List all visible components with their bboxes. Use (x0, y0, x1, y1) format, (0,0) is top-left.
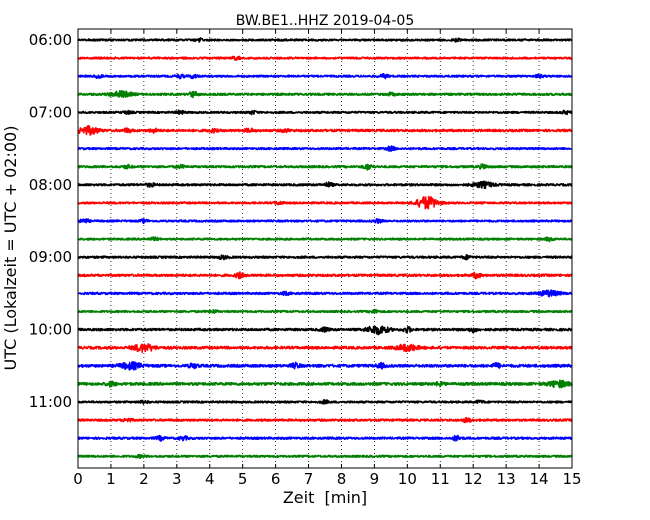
trace-line (77, 90, 573, 99)
x-axis-label: Zeit [min] (283, 488, 367, 507)
y-tick-label: 06:00 (29, 31, 72, 49)
y-tick-label: 07:00 (29, 103, 72, 121)
trace-line (77, 218, 573, 225)
y-tick-label: 08:00 (29, 176, 72, 194)
x-tick-label: 9 (370, 470, 380, 488)
trace-line (77, 453, 573, 460)
x-axis-ticks: 0 1 2 3 4 5 6 7 8 9 10 11 12 13 14 15 (73, 29, 582, 488)
x-tick-label: 7 (304, 470, 314, 488)
trace-line (77, 271, 573, 280)
chart-title: BW.BE1..HHZ 2019-04-05 (236, 13, 415, 29)
x-tick-label: 0 (73, 470, 83, 488)
trace-line (77, 37, 573, 43)
trace-line (77, 416, 573, 424)
y-tick-label: 10:00 (29, 321, 72, 339)
x-tick-label: 13 (497, 470, 516, 488)
x-tick-label: 2 (139, 470, 149, 488)
x-tick-label: 1 (106, 470, 116, 488)
x-tick-label: 12 (464, 470, 483, 488)
x-tick-label: 5 (238, 470, 248, 488)
trace-line (77, 361, 573, 371)
trace-line (77, 145, 573, 152)
trace-line (77, 72, 573, 80)
x-tick-label: 6 (271, 470, 281, 488)
trace-line (77, 195, 573, 210)
trace-line (77, 434, 573, 442)
trace-line (77, 109, 573, 116)
trace-line (77, 254, 573, 261)
trace-line (77, 399, 573, 405)
trace-line (77, 379, 573, 389)
trace-line (77, 308, 573, 314)
trace-line (77, 125, 573, 136)
trace-line (77, 289, 573, 298)
x-tick-label: 3 (172, 470, 182, 488)
trace-line (77, 236, 573, 243)
y-tick-label: 09:00 (29, 248, 72, 266)
x-tick-label: 11 (431, 470, 450, 488)
trace-line (77, 343, 573, 353)
plot-frame (77, 28, 573, 469)
y-axis-ticks: 06:00 07:00 08:00 09:00 10:00 11:00 (29, 31, 572, 411)
x-tick-label: 4 (205, 470, 215, 488)
x-tick-label: 15 (562, 470, 581, 488)
trace-lines (77, 37, 573, 460)
x-tick-label: 10 (398, 470, 417, 488)
trace-line (77, 55, 573, 61)
y-axis-label: UTC (Lokalzeit = UTC + 02:00) (1, 126, 20, 371)
trace-line (77, 325, 573, 336)
trace-line (77, 163, 573, 171)
x-tick-label: 8 (337, 470, 347, 488)
trace-line (77, 180, 573, 190)
x-tick-label: 14 (530, 470, 549, 488)
y-tick-label: 11:00 (29, 393, 72, 411)
